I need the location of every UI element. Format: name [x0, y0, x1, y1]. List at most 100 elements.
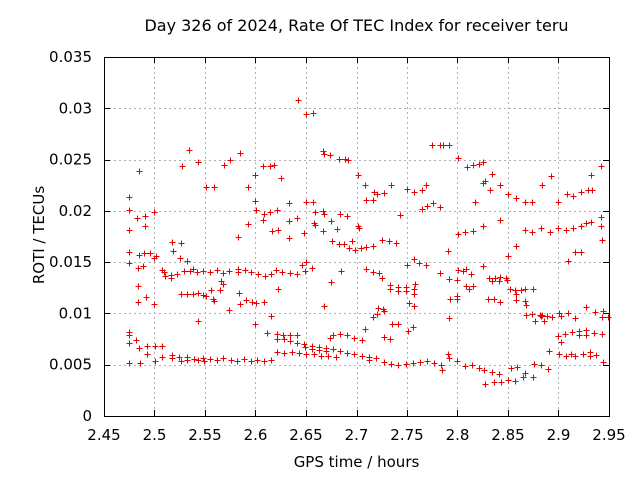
data-point-marker [143, 294, 150, 301]
data-point-marker [338, 268, 345, 275]
data-point-marker [563, 353, 570, 360]
data-point-marker [572, 249, 579, 256]
data-point-marker [388, 182, 395, 189]
data-point-marker [387, 336, 394, 343]
data-point-marker [373, 355, 380, 362]
data-point-marker [169, 239, 176, 246]
data-point-marker [214, 357, 221, 364]
data-point-marker [411, 256, 418, 263]
data-point-marker [337, 211, 344, 218]
data-point-marker [228, 357, 235, 364]
data-point-marker [234, 358, 241, 365]
data-point-marker [268, 271, 275, 278]
data-point-marker [252, 172, 259, 179]
data-point-marker [207, 356, 214, 363]
data-point-marker [497, 299, 504, 306]
data-point-marker [406, 300, 413, 307]
data-point-marker [514, 364, 521, 371]
data-point-marker [410, 324, 417, 331]
data-point-marker [529, 199, 536, 206]
data-point-marker [370, 314, 377, 321]
data-point-marker [374, 191, 381, 198]
data-point-marker [411, 303, 418, 310]
data-point-marker [281, 336, 288, 343]
y-tick-label: 0.005 [49, 356, 92, 374]
data-point-marker [424, 358, 431, 365]
data-point-marker [381, 308, 388, 315]
data-point-marker [152, 343, 159, 350]
data-point-marker [177, 255, 184, 262]
data-point-marker [469, 362, 476, 369]
y-tick-label: 0.03 [59, 99, 92, 117]
data-point-marker [522, 227, 529, 234]
data-point-marker [268, 357, 275, 364]
data-point-marker [480, 223, 487, 230]
data-point-marker [294, 332, 301, 339]
data-point-marker [303, 259, 310, 266]
data-point-marker [523, 312, 530, 319]
data-point-marker [464, 164, 471, 171]
data-point-marker [211, 298, 218, 305]
data-point-marker [337, 348, 344, 355]
data-point-marker [295, 97, 302, 104]
data-point-marker [363, 197, 370, 204]
data-point-marker [327, 152, 334, 159]
data-point-marker [548, 173, 555, 180]
data-point-marker [359, 337, 366, 344]
data-point-marker [126, 340, 133, 347]
data-point-marker [513, 297, 520, 304]
y-tick-label: 0.015 [49, 253, 92, 271]
data-point-marker [522, 286, 529, 293]
data-point-marker [489, 171, 496, 178]
data-point-marker [362, 182, 369, 189]
data-point-marker [522, 298, 529, 305]
x-tick-label: 2.8 [446, 426, 470, 444]
data-point-marker [267, 209, 274, 216]
data-point-marker [227, 157, 234, 164]
data-point-marker [325, 353, 332, 360]
data-point-marker [320, 228, 327, 235]
data-point-marker [279, 269, 286, 276]
data-point-marker [593, 352, 600, 359]
data-point-marker [563, 227, 570, 234]
data-point-marker [245, 221, 252, 228]
data-point-marker [135, 299, 142, 306]
y-tick-label: 0.02 [59, 202, 92, 220]
data-point-marker [135, 265, 142, 272]
data-point-marker [505, 191, 512, 198]
data-point-marker [214, 267, 221, 274]
data-point-marker [358, 245, 365, 252]
data-point-marker [555, 225, 562, 232]
data-point-marker [336, 156, 343, 163]
data-point-marker [588, 172, 595, 179]
data-point-marker [363, 244, 370, 251]
data-point-marker [429, 142, 436, 149]
data-point-marker [195, 290, 202, 297]
data-point-marker [379, 275, 386, 282]
data-point-marker [248, 269, 255, 276]
data-point-marker [281, 350, 288, 357]
data-point-marker [242, 267, 249, 274]
data-point-marker [538, 225, 545, 232]
data-point-marker [333, 354, 340, 361]
data-point-marker [523, 302, 530, 309]
data-point-marker [518, 287, 525, 294]
data-point-marker [268, 313, 275, 320]
data-point-marker [455, 267, 462, 274]
data-point-marker [274, 336, 281, 343]
data-point-marker [412, 281, 419, 288]
data-point-marker [253, 207, 260, 214]
data-point-marker [220, 355, 227, 362]
data-point-marker [497, 217, 504, 224]
data-point-marker [395, 362, 402, 369]
data-point-marker [200, 268, 207, 275]
data-point-marker [447, 296, 454, 303]
x-tick-label: 2.6 [244, 426, 268, 444]
data-point-marker [217, 287, 224, 294]
data-point-marker [334, 226, 341, 233]
data-point-marker [404, 186, 411, 193]
data-point-marker [487, 187, 494, 194]
data-point-marker [181, 268, 188, 275]
data-point-marker [405, 328, 412, 335]
data-point-marker [568, 351, 575, 358]
